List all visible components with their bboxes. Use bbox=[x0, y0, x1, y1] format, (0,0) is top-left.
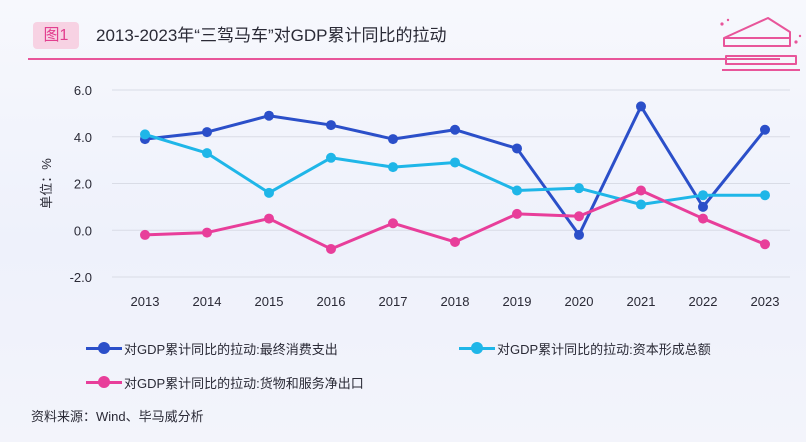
x-tick-label: 2017 bbox=[379, 294, 408, 309]
data-point bbox=[450, 124, 460, 135]
data-point bbox=[760, 124, 770, 135]
data-point bbox=[326, 120, 336, 131]
data-point bbox=[326, 152, 336, 163]
legend-swatch-consumption bbox=[86, 342, 122, 354]
data-point bbox=[264, 110, 274, 121]
legend-label-net-exports: 对GDP累计同比的拉动:货物和服务净出口 bbox=[124, 375, 364, 391]
y-axis-label: 单位：% bbox=[39, 158, 54, 209]
data-point bbox=[698, 190, 708, 201]
legend-label-consumption: 对GDP累计同比的拉动:最终消费支出 bbox=[124, 341, 338, 357]
data-point bbox=[202, 127, 212, 138]
legend-swatch-net-exports bbox=[86, 376, 122, 388]
data-point bbox=[450, 236, 460, 247]
series-line-1 bbox=[143, 132, 767, 207]
x-tick-label: 2019 bbox=[503, 294, 532, 309]
x-tick-label: 2022 bbox=[689, 294, 718, 309]
x-tick-label: 2018 bbox=[441, 294, 470, 309]
x-tick-label: 2021 bbox=[627, 294, 656, 309]
legend-item-capital-formation: 对GDP累计同比的拉动:资本形成总额 bbox=[459, 339, 711, 357]
y-tick-label: 0.0 bbox=[74, 223, 92, 238]
x-tick-label: 2020 bbox=[565, 294, 594, 309]
legend-swatch-capital-formation bbox=[459, 342, 495, 354]
data-point bbox=[326, 243, 336, 254]
legend-label-capital-formation: 对GDP累计同比的拉动:资本形成总额 bbox=[497, 341, 711, 357]
legend-item-consumption: 对GDP累计同比的拉动:最终消费支出 bbox=[86, 339, 338, 357]
x-tick-label: 2015 bbox=[255, 294, 284, 309]
kpmg-cake-logo-icon bbox=[720, 17, 802, 71]
data-point bbox=[574, 229, 584, 240]
data-point bbox=[202, 227, 212, 238]
data-point bbox=[264, 213, 274, 224]
data-point bbox=[388, 134, 398, 145]
data-point bbox=[636, 199, 646, 210]
x-tick-label: 2014 bbox=[193, 294, 222, 309]
y-tick-label: 2.0 bbox=[74, 177, 92, 192]
y-tick-label: 4.0 bbox=[74, 130, 92, 145]
x-tick-label: 2023 bbox=[751, 294, 780, 309]
data-point bbox=[760, 190, 770, 201]
data-point bbox=[512, 143, 522, 154]
data-point bbox=[140, 229, 150, 240]
data-point bbox=[698, 213, 708, 224]
legend-item-net-exports: 对GDP累计同比的拉动:货物和服务净出口 bbox=[86, 373, 364, 391]
x-tick-label: 2013 bbox=[131, 294, 160, 309]
data-point bbox=[574, 183, 584, 194]
data-point bbox=[512, 208, 522, 219]
data-point bbox=[388, 218, 398, 229]
source-note: 资料来源：Wind、毕马威分析 bbox=[31, 409, 204, 424]
data-point bbox=[698, 201, 708, 212]
data-point bbox=[264, 187, 274, 198]
data-point bbox=[140, 129, 150, 140]
data-point bbox=[636, 101, 646, 112]
data-point bbox=[450, 157, 460, 168]
data-point bbox=[574, 211, 584, 222]
x-tick-label: 2016 bbox=[317, 294, 346, 309]
chart-title: 2013-2023年“三驾马车”对GDP累计同比的拉动 bbox=[96, 26, 447, 45]
y-tick-label: -2.0 bbox=[70, 270, 92, 285]
y-tick-label: 6.0 bbox=[74, 83, 92, 98]
figure-badge: 图1 bbox=[33, 22, 79, 49]
title-divider bbox=[28, 58, 780, 60]
data-point bbox=[636, 185, 646, 196]
data-point bbox=[388, 162, 398, 173]
data-point bbox=[760, 239, 770, 250]
data-point bbox=[202, 148, 212, 159]
data-point bbox=[512, 185, 522, 196]
